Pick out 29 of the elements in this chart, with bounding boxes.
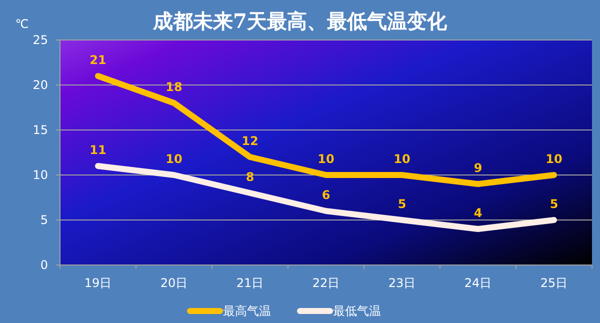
data-label: 5 <box>550 197 558 211</box>
data-label: 5 <box>398 197 406 211</box>
legend-label: 最低气温 <box>333 304 381 318</box>
x-tick-label: 22日 <box>312 276 340 290</box>
data-label: 12 <box>242 134 258 148</box>
x-tick-label: 21日 <box>236 276 264 290</box>
y-tick-label: 5 <box>40 213 48 228</box>
x-tick-label: 23日 <box>388 276 416 290</box>
data-label: 9 <box>474 161 482 175</box>
y-tick-label: 25 <box>32 33 48 48</box>
y-tick-label: 15 <box>32 123 48 138</box>
data-label: 4 <box>474 206 482 220</box>
data-label: 10 <box>166 152 182 166</box>
data-label: 11 <box>90 143 106 157</box>
x-tick-label: 20日 <box>160 276 188 290</box>
x-tick-label: 19日 <box>84 276 112 290</box>
chart-title: 成都未来7天最高、最低气温变化 <box>152 9 448 33</box>
data-label: 6 <box>322 188 330 202</box>
data-label: 10 <box>394 152 410 166</box>
legend-label: 最高气温 <box>223 304 271 318</box>
x-tick-label: 25日 <box>540 276 568 290</box>
data-label: 10 <box>318 152 334 166</box>
x-tick-label: 24日 <box>464 276 492 290</box>
y-tick-label: 20 <box>32 78 48 92</box>
y-tick-label: 10 <box>32 168 48 182</box>
data-label: 10 <box>546 152 562 166</box>
y-tick-label: 0 <box>40 258 48 272</box>
data-label: 21 <box>90 53 106 67</box>
y-axis-title: ℃ <box>15 17 29 31</box>
